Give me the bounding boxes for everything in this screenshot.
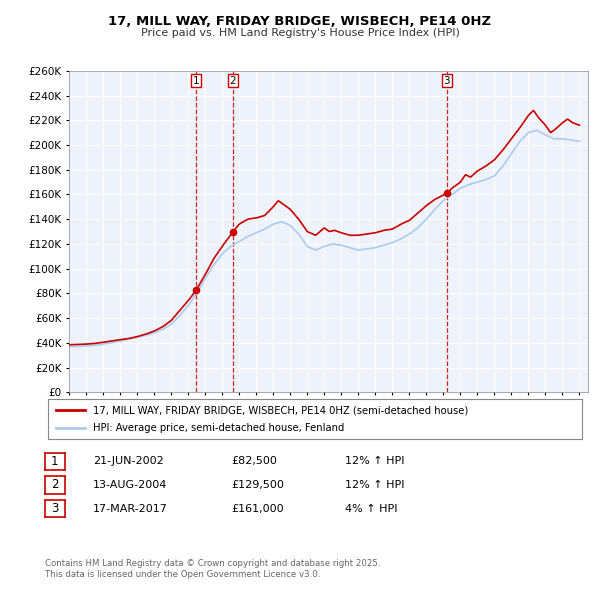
Text: 4% ↑ HPI: 4% ↑ HPI — [345, 504, 398, 513]
Text: 3: 3 — [51, 502, 59, 515]
Text: This data is licensed under the Open Government Licence v3.0.: This data is licensed under the Open Gov… — [45, 571, 320, 579]
Text: 12% ↑ HPI: 12% ↑ HPI — [345, 480, 404, 490]
Text: 3: 3 — [443, 76, 450, 86]
Text: 2: 2 — [51, 478, 59, 491]
Text: £161,000: £161,000 — [231, 504, 284, 513]
Text: 1: 1 — [51, 455, 59, 468]
Text: Contains HM Land Registry data © Crown copyright and database right 2025.: Contains HM Land Registry data © Crown c… — [45, 559, 380, 568]
Text: 2: 2 — [229, 76, 236, 86]
Text: 12% ↑ HPI: 12% ↑ HPI — [345, 457, 404, 466]
Text: HPI: Average price, semi-detached house, Fenland: HPI: Average price, semi-detached house,… — [94, 423, 345, 433]
Text: 13-AUG-2004: 13-AUG-2004 — [93, 480, 167, 490]
Text: £82,500: £82,500 — [231, 457, 277, 466]
Text: £129,500: £129,500 — [231, 480, 284, 490]
Text: 21-JUN-2002: 21-JUN-2002 — [93, 457, 164, 466]
Text: 1: 1 — [193, 76, 199, 86]
Text: 17-MAR-2017: 17-MAR-2017 — [93, 504, 168, 513]
Text: Price paid vs. HM Land Registry's House Price Index (HPI): Price paid vs. HM Land Registry's House … — [140, 28, 460, 38]
Text: 17, MILL WAY, FRIDAY BRIDGE, WISBECH, PE14 0HZ: 17, MILL WAY, FRIDAY BRIDGE, WISBECH, PE… — [109, 15, 491, 28]
Text: 17, MILL WAY, FRIDAY BRIDGE, WISBECH, PE14 0HZ (semi-detached house): 17, MILL WAY, FRIDAY BRIDGE, WISBECH, PE… — [94, 405, 469, 415]
